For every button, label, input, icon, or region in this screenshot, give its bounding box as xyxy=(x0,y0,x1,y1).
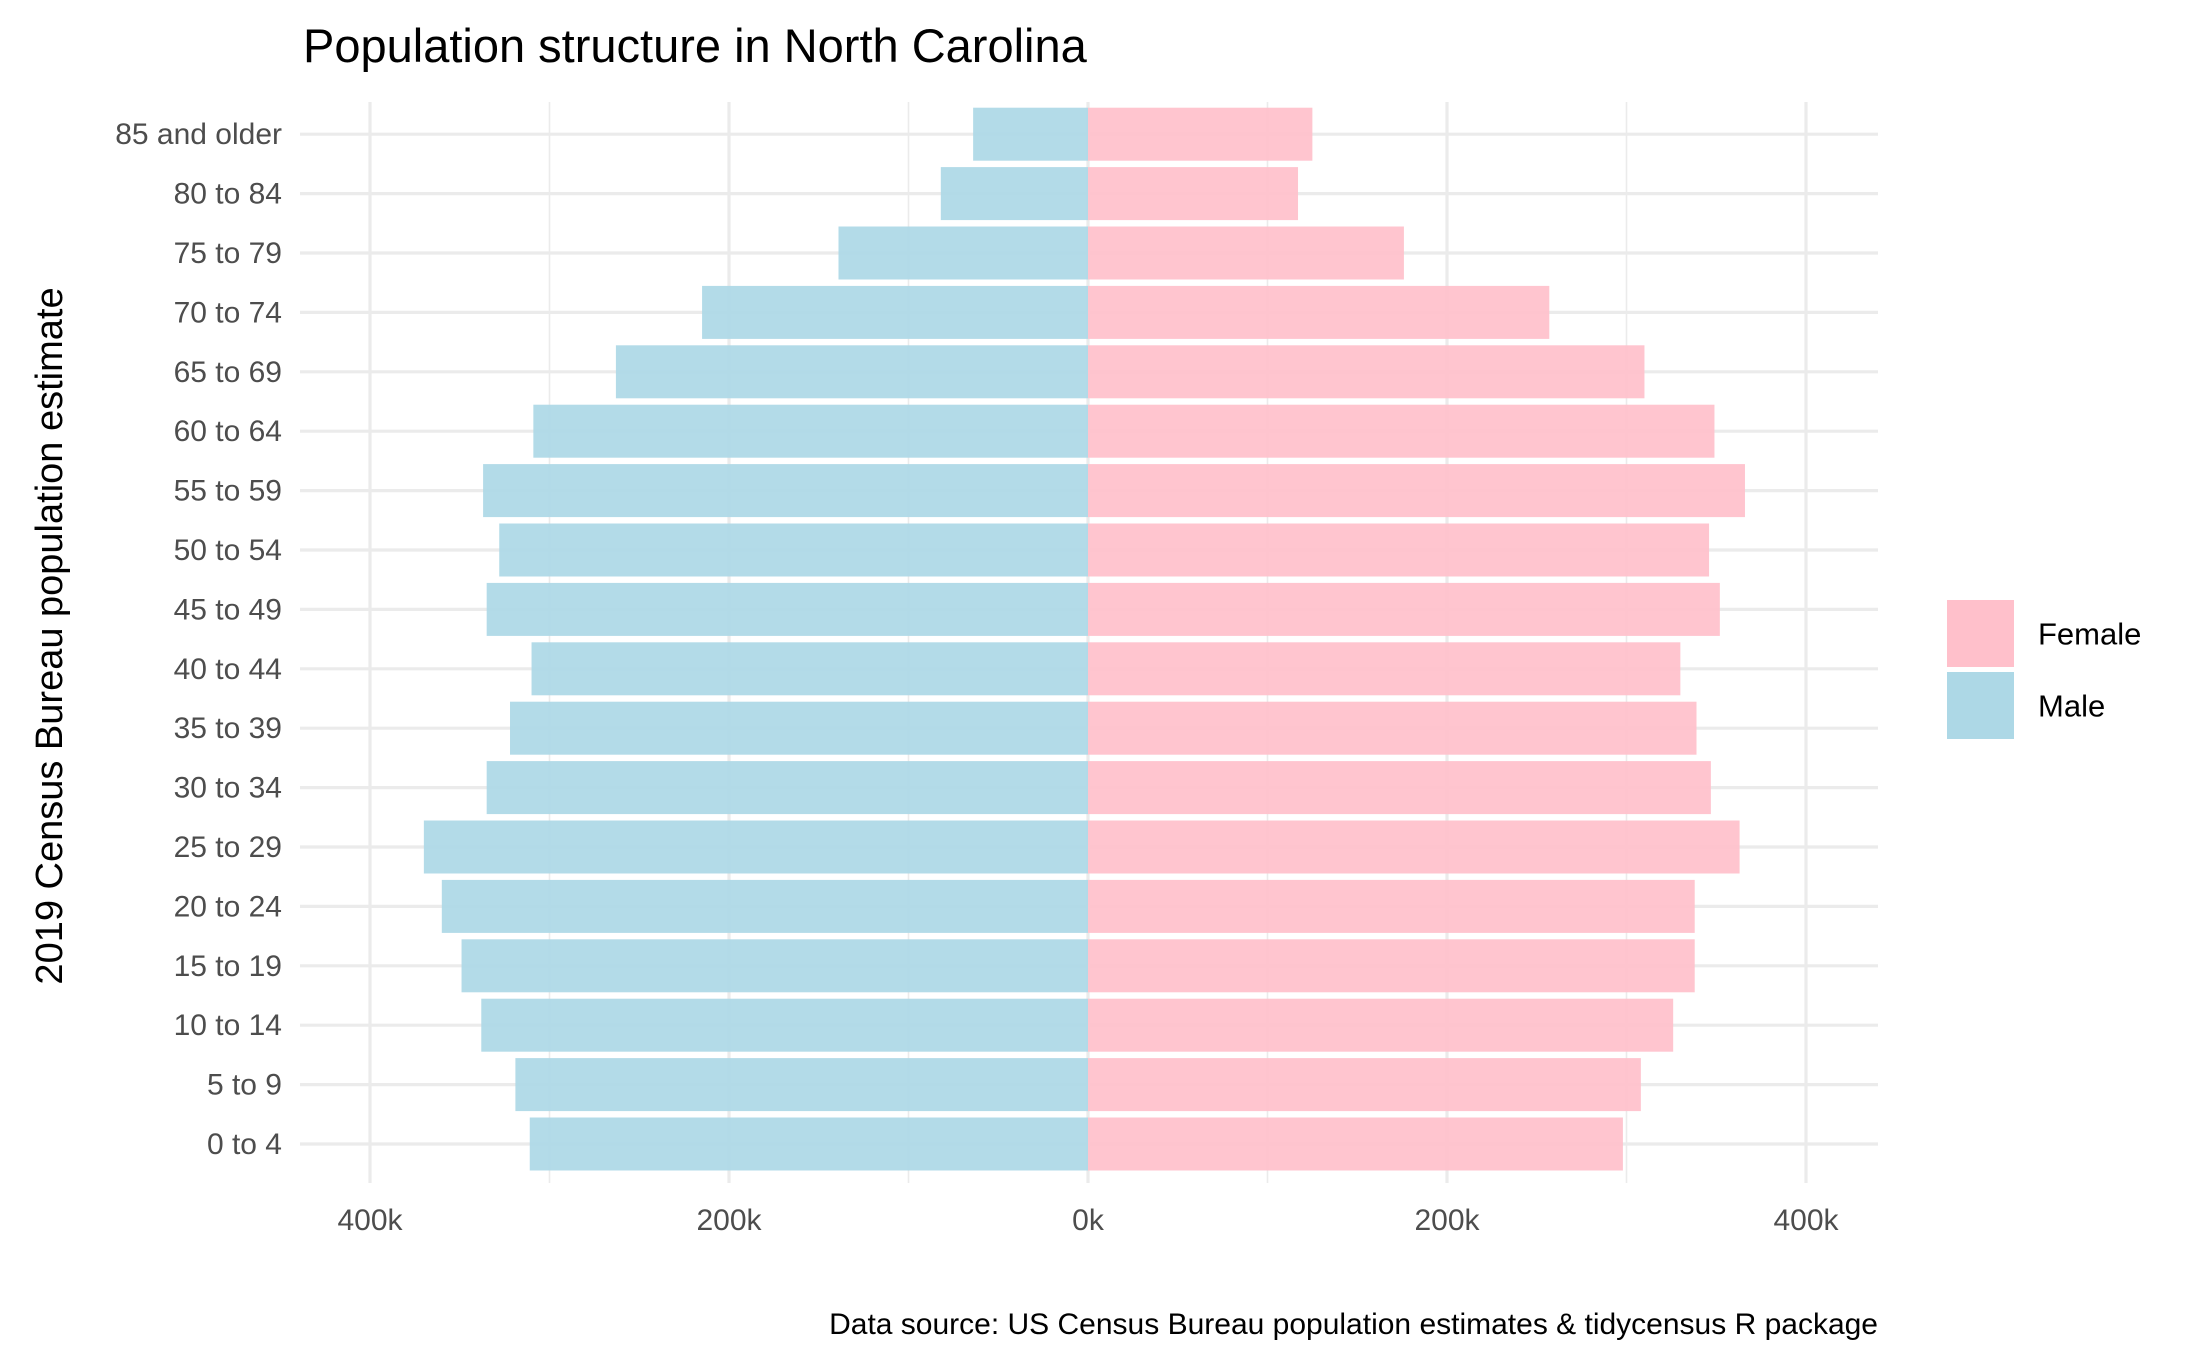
bar-male xyxy=(531,642,1088,696)
y-tick-label: 75 to 79 xyxy=(174,237,282,270)
y-axis-label: 2019 Census Bureau population estimate xyxy=(29,287,71,984)
bar-female xyxy=(1088,998,1674,1052)
x-tick-label: 200k xyxy=(696,1204,762,1237)
x-tick-labels: 400k 200k 0k 200k 400k xyxy=(337,1204,1839,1237)
y-tick-label: 80 to 84 xyxy=(174,178,282,211)
x-tick-label: 0k xyxy=(1072,1204,1105,1237)
bar-female xyxy=(1088,285,1550,339)
legend-key-female xyxy=(1947,600,2014,667)
bar-female xyxy=(1088,107,1313,161)
x-tick-label: 200k xyxy=(1414,1204,1480,1237)
y-tick-label: 30 to 34 xyxy=(174,772,282,805)
y-tick-label: 85 and older xyxy=(115,118,282,151)
legend: Female Male xyxy=(1947,600,2141,739)
chart-caption: Data source: US Census Bureau population… xyxy=(829,1308,1878,1341)
bar-male xyxy=(441,879,1088,933)
bar-male xyxy=(838,226,1088,280)
bar-male xyxy=(615,345,1088,399)
bar-male xyxy=(702,285,1088,339)
legend-key-male xyxy=(1947,672,2014,739)
bars xyxy=(423,107,1745,1171)
y-tick-label: 65 to 69 xyxy=(174,356,282,389)
x-tick-label: 400k xyxy=(337,1204,403,1237)
bar-male xyxy=(973,107,1088,161)
bar-female xyxy=(1088,939,1695,993)
bar-male xyxy=(423,820,1089,874)
y-tick-label: 40 to 44 xyxy=(174,653,282,686)
bar-male xyxy=(481,998,1088,1052)
y-tick-label: 70 to 74 xyxy=(174,296,282,329)
y-tick-label: 20 to 24 xyxy=(174,890,282,923)
y-tick-label: 60 to 64 xyxy=(174,415,282,448)
chart-title: Population structure in North Carolina xyxy=(303,19,1088,72)
bar-female xyxy=(1088,1058,1641,1112)
bar-male xyxy=(940,167,1088,221)
y-tick-label: 0 to 4 xyxy=(207,1128,282,1161)
bar-male xyxy=(533,404,1088,458)
y-tick-labels: 0 to 4 5 to 9 10 to 14 15 to 19 20 to 24 25 t… xyxy=(115,118,282,1161)
bar-male xyxy=(529,1117,1088,1171)
bar-male xyxy=(486,582,1088,636)
bar-female xyxy=(1088,226,1404,280)
bar-female xyxy=(1088,167,1299,221)
bar-female xyxy=(1088,761,1711,815)
bar-male xyxy=(515,1058,1088,1112)
bar-female xyxy=(1088,345,1645,399)
legend-label-female: Female xyxy=(2038,617,2141,652)
y-tick-label: 25 to 29 xyxy=(174,831,282,864)
y-tick-label: 50 to 54 xyxy=(174,534,282,567)
bar-male xyxy=(510,701,1088,755)
y-tick-label: 55 to 59 xyxy=(174,475,282,508)
bar-male xyxy=(461,939,1088,993)
y-tick-label: 45 to 49 xyxy=(174,593,282,626)
y-tick-label: 15 to 19 xyxy=(174,950,282,983)
bar-female xyxy=(1088,582,1720,636)
bar-female xyxy=(1088,404,1715,458)
bar-female xyxy=(1088,879,1695,933)
bar-female xyxy=(1088,1117,1623,1171)
bar-female xyxy=(1088,464,1745,518)
bar-male xyxy=(483,464,1089,518)
bar-female xyxy=(1088,701,1697,755)
bar-female xyxy=(1088,642,1681,696)
bar-male xyxy=(486,761,1088,815)
legend-label-male: Male xyxy=(2038,689,2105,724)
bar-female xyxy=(1088,523,1710,577)
y-tick-label: 35 to 39 xyxy=(174,712,282,745)
x-tick-label: 400k xyxy=(1773,1204,1839,1237)
y-tick-label: 10 to 14 xyxy=(174,1009,282,1042)
bar-female xyxy=(1088,820,1740,874)
bar-male xyxy=(499,523,1088,577)
y-tick-label: 5 to 9 xyxy=(207,1069,282,1102)
